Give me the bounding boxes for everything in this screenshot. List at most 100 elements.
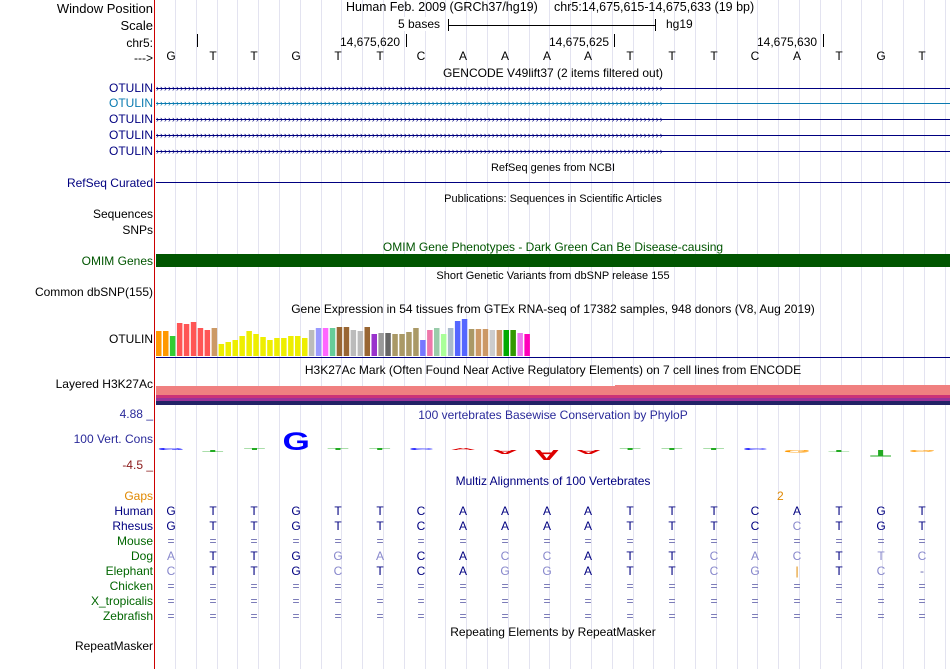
gtex-tissue-bar[interactable]	[246, 331, 252, 356]
gtex-tissue-bar[interactable]	[232, 340, 239, 356]
gtex-tissue-bar[interactable]	[156, 331, 162, 356]
gtex-tissue-bar[interactable]	[357, 331, 364, 356]
gtex-tissue-bar[interactable]	[503, 330, 510, 356]
phylop-label[interactable]: 100 Vert. Cons	[73, 432, 153, 446]
phylop-title[interactable]: 100 vertebrates Basewise Conservation by…	[418, 408, 688, 422]
gencode-feature[interactable]: ››››››››››››››››››››››››››››››››››››››››…	[156, 146, 950, 156]
gtex-tissue-bar[interactable]	[343, 327, 350, 356]
gtex-tissue-bar[interactable]	[440, 334, 447, 356]
gtex-tissue-bar[interactable]	[211, 328, 218, 356]
snps-label[interactable]: SNPs	[122, 223, 153, 237]
gtex-tissue-bar[interactable]	[336, 327, 343, 356]
gtex-tissue-bar[interactable]	[225, 342, 232, 356]
species-label[interactable]: X_tropicalis	[90, 594, 153, 608]
gtex-tissue-bar[interactable]	[420, 340, 426, 356]
gtex-tissue-bar[interactable]	[218, 344, 225, 356]
omim-feature[interactable]	[156, 254, 950, 267]
species-label[interactable]: Mouse	[116, 534, 153, 548]
gencode-item-label[interactable]: OTULIN	[108, 128, 153, 142]
h3k27ac-signal[interactable]	[156, 398, 950, 401]
gtex-tissue-bar[interactable]	[350, 330, 357, 356]
gtex-tissue-bar[interactable]	[392, 334, 398, 356]
gencode-feature[interactable]: ››››››››››››››››››››››››››››››››››››››››…	[156, 114, 950, 124]
gtex-tissue-bar[interactable]	[281, 338, 287, 356]
gtex-chart[interactable]	[156, 316, 950, 360]
gtex-tissue-bar[interactable]	[322, 328, 329, 356]
gtex-tissue-bar[interactable]	[260, 337, 266, 356]
h3k27ac-signal[interactable]	[156, 395, 950, 398]
gtex-tissue-bar[interactable]	[427, 330, 433, 356]
gtex-tissue-bar[interactable]	[302, 338, 308, 356]
species-label[interactable]: Dog	[130, 549, 153, 563]
omim-title[interactable]: OMIM Gene Phenotypes - Dark Green Can Be…	[382, 240, 724, 254]
gtex-tissue-bar[interactable]	[385, 333, 391, 356]
gtex-tissue-bar[interactable]	[176, 323, 183, 356]
gencode-item-label[interactable]: OTULIN	[108, 96, 153, 110]
species-label[interactable]: Rhesus	[112, 519, 153, 533]
gtex-tissue-bar[interactable]	[190, 322, 197, 356]
gtex-tissue-bar[interactable]	[169, 336, 176, 356]
gtex-tissue-bar[interactable]	[447, 328, 454, 356]
gtex-tissue-bar[interactable]	[378, 333, 384, 356]
gencode-title[interactable]: GENCODE V49lift37 (2 items filtered out)	[442, 66, 664, 80]
gtex-tissue-bar[interactable]	[315, 328, 322, 356]
gtex-tissue-bar[interactable]	[364, 327, 371, 356]
omim-label[interactable]: OMIM Genes	[81, 254, 153, 268]
gtex-tissue-bar[interactable]	[482, 329, 489, 356]
publications-title[interactable]: Publications: Sequences in Scientific Ar…	[444, 193, 662, 205]
repeatmasker-title[interactable]: Repeating Elements by RepeatMasker	[450, 625, 656, 639]
gtex-tissue-bar[interactable]	[434, 328, 440, 356]
dbsnp-title[interactable]: Short Genetic Variants from dbSNP releas…	[436, 270, 670, 282]
gencode-feature[interactable]: ››››››››››››››››››››››››››››››››››››››››…	[156, 83, 950, 93]
gtex-tissue-bar[interactable]	[399, 334, 405, 356]
gtex-tissue-bar[interactable]	[496, 330, 503, 356]
h3k27ac-title[interactable]: H3K27Ac Mark (Often Found Near Active Re…	[304, 363, 802, 377]
gencode-item-label[interactable]: OTULIN	[108, 112, 153, 126]
gtex-tissue-bar[interactable]	[253, 334, 259, 356]
h3k27ac-signal[interactable]	[615, 385, 950, 395]
publications-label[interactable]: Sequences	[92, 207, 153, 221]
multiz-title[interactable]: Multiz Alignments of 100 Vertebrates	[455, 474, 651, 488]
gtex-tissue-bar[interactable]	[475, 329, 482, 356]
gencode-feature[interactable]: ››››››››››››››››››››››››››››››››››››››››…	[156, 98, 950, 108]
gtex-tissue-bar[interactable]	[461, 319, 468, 356]
gtex-tissue-bar[interactable]	[239, 336, 245, 356]
gtex-tissue-bar[interactable]	[163, 331, 169, 356]
gtex-tissue-bar[interactable]	[329, 328, 336, 356]
gtex-tissue-bar[interactable]	[183, 324, 190, 356]
gencode-item-label[interactable]: OTULIN	[108, 81, 153, 95]
h3k27ac-label[interactable]: Layered H3K27Ac	[55, 377, 153, 391]
gtex-tissue-bar[interactable]	[197, 328, 204, 356]
gtex-tissue-bar[interactable]	[371, 334, 378, 356]
gencode-item-label[interactable]: OTULIN	[108, 144, 153, 158]
gtex-tissue-bar[interactable]	[510, 330, 516, 356]
gtex-tissue-bar[interactable]	[267, 340, 273, 356]
species-label[interactable]: Zebrafish	[102, 609, 153, 623]
position-text[interactable]: chr5:14,675,615-14,675,633 (19 bp)	[554, 0, 755, 14]
gtex-label[interactable]: OTULIN	[108, 332, 153, 346]
h3k27ac-signal[interactable]	[156, 401, 950, 405]
gtex-tissue-bar[interactable]	[308, 330, 315, 356]
gtex-tissue-bar[interactable]	[489, 330, 496, 356]
species-label[interactable]: Chicken	[109, 579, 153, 593]
h3k27ac-signal[interactable]	[156, 386, 616, 395]
gtex-title[interactable]: Gene Expression in 54 tissues from GTEx …	[291, 302, 815, 316]
gtex-tissue-bar[interactable]	[295, 336, 301, 356]
gtex-tissue-bar[interactable]	[204, 330, 211, 356]
gtex-tissue-bar[interactable]	[524, 334, 530, 356]
phylop-logo[interactable]: GTT G T T C A A A A T T T C G T T G	[156, 420, 950, 472]
species-label[interactable]: Elephant	[105, 564, 153, 578]
gtex-tissue-bar[interactable]	[517, 333, 523, 356]
gencode-feature[interactable]: ››››››››››››››››››››››››››››››››››››››››…	[156, 130, 950, 140]
gtex-tissue-bar[interactable]	[413, 328, 419, 356]
gtex-tissue-bar[interactable]	[288, 336, 294, 356]
gtex-tissue-bar[interactable]	[454, 321, 461, 356]
gtex-tissue-bar[interactable]	[468, 329, 475, 356]
species-label[interactable]: Human	[114, 504, 153, 518]
repeatmasker-label[interactable]: RepeatMasker	[74, 639, 153, 653]
refseq-feature[interactable]	[156, 182, 950, 183]
dbsnp-label[interactable]: Common dbSNP(155)	[34, 285, 153, 299]
refseq-label[interactable]: RefSeq Curated	[66, 176, 153, 190]
gtex-tissue-bar[interactable]	[274, 338, 280, 356]
gtex-tissue-bar[interactable]	[406, 332, 412, 356]
